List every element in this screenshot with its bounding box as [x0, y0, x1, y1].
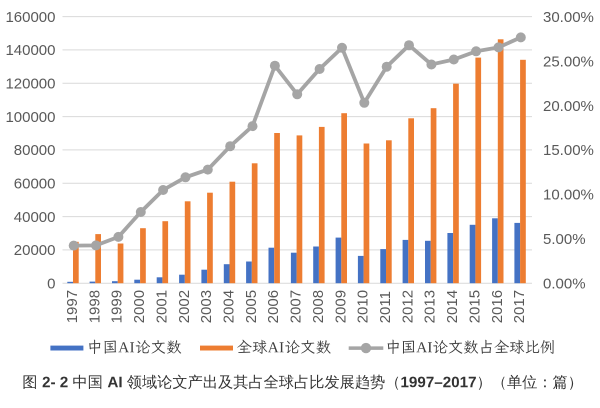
- svg-text:2011: 2011: [377, 291, 394, 323]
- svg-text:2015: 2015: [466, 290, 483, 323]
- svg-text:2005: 2005: [243, 290, 260, 323]
- svg-text:2003: 2003: [198, 290, 215, 323]
- svg-text:20.00%: 20.00%: [543, 98, 594, 115]
- svg-text:20000: 20000: [14, 242, 56, 259]
- svg-text:2004: 2004: [221, 290, 238, 323]
- svg-text:2013: 2013: [422, 290, 439, 323]
- svg-text:40000: 40000: [14, 209, 56, 226]
- svg-text:30.00%: 30.00%: [543, 9, 594, 26]
- svg-text:2016: 2016: [489, 290, 506, 323]
- svg-text:0: 0: [47, 276, 55, 293]
- svg-text:2014: 2014: [444, 290, 461, 323]
- svg-text:1998: 1998: [86, 290, 103, 323]
- svg-text:2017: 2017: [511, 290, 528, 323]
- svg-text:15.00%: 15.00%: [543, 142, 594, 159]
- svg-text:120000: 120000: [5, 76, 55, 93]
- svg-text:2002: 2002: [176, 290, 193, 323]
- svg-text:2009: 2009: [332, 290, 349, 323]
- svg-text:2006: 2006: [265, 290, 282, 323]
- svg-text:80000: 80000: [14, 142, 56, 159]
- svg-text:2000: 2000: [131, 290, 148, 323]
- svg-text:10.00%: 10.00%: [543, 187, 594, 204]
- svg-text:100000: 100000: [5, 109, 55, 126]
- svg-text:60000: 60000: [14, 176, 56, 193]
- svg-text:1997: 1997: [64, 290, 81, 323]
- svg-text:2001: 2001: [153, 290, 170, 323]
- svg-text:2012: 2012: [399, 290, 416, 323]
- svg-text:0.00%: 0.00%: [543, 276, 586, 293]
- svg-text:2010: 2010: [355, 290, 372, 323]
- svg-text:2007: 2007: [288, 290, 305, 323]
- svg-text:160000: 160000: [5, 9, 55, 26]
- svg-text:5.00%: 5.00%: [543, 231, 586, 248]
- svg-text:1999: 1999: [109, 290, 126, 323]
- svg-text:2008: 2008: [310, 290, 327, 323]
- svg-text:25.00%: 25.00%: [543, 53, 594, 70]
- svg-text:140000: 140000: [5, 42, 55, 59]
